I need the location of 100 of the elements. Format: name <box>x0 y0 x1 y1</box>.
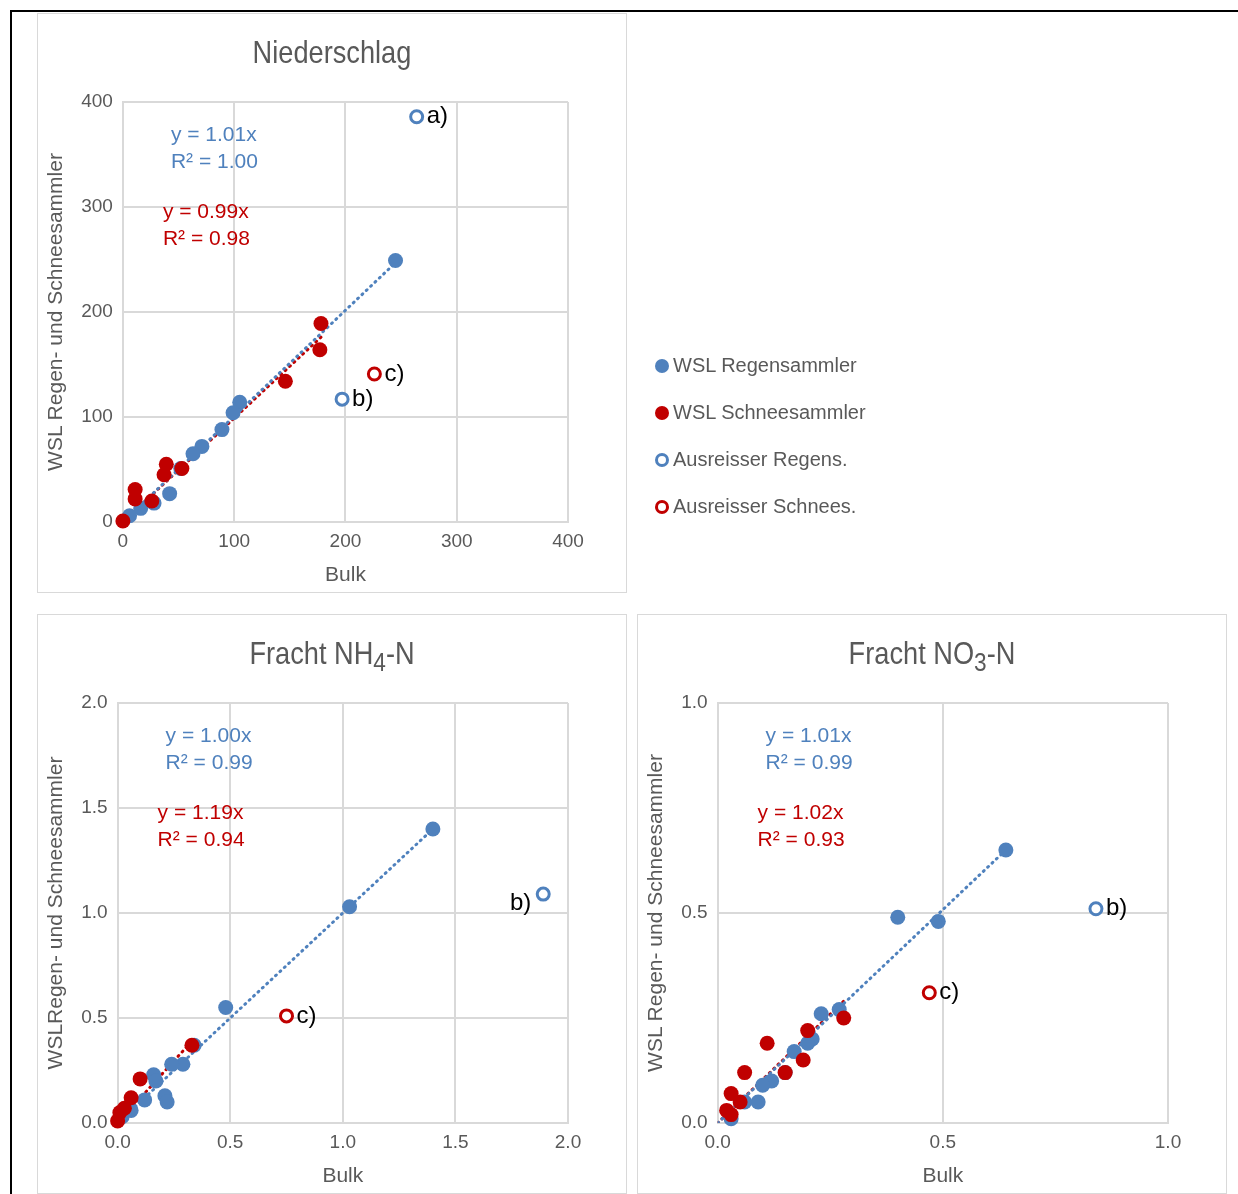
point <box>723 1086 739 1102</box>
annotation: R² = 0.99 <box>765 749 853 773</box>
point <box>1088 901 1104 917</box>
x-tick-label: 0.5 <box>217 1130 244 1152</box>
point <box>409 109 425 125</box>
point <box>112 1105 128 1120</box>
x-tick-label: 1.0 <box>329 1130 357 1152</box>
point <box>366 366 382 382</box>
point <box>388 253 404 269</box>
point <box>137 1092 153 1108</box>
annotation: y = 1.02x <box>757 799 844 823</box>
chart-title: Fracht NO$_{3}$-N <box>847 635 1017 679</box>
point <box>232 394 248 410</box>
x-axis-title: Bulk <box>325 562 367 586</box>
point <box>750 1094 766 1110</box>
x-tick-label: 100 <box>218 529 251 551</box>
annotation: c) <box>939 977 960 1005</box>
y-tick-label: 0.0 <box>81 1111 108 1133</box>
point <box>425 821 441 837</box>
point <box>148 1073 164 1089</box>
point <box>115 513 131 529</box>
annotation: y = 1.19x <box>157 799 244 823</box>
annotation: R² = 0.93 <box>757 826 845 850</box>
point <box>535 886 551 902</box>
chart-title: Niederschlag <box>251 34 413 71</box>
annotation: c) <box>296 1000 317 1028</box>
y-tick-label: 1.0 <box>681 691 708 713</box>
annotation: y = 1.01x <box>170 121 258 145</box>
x-tick-label: 400 <box>552 529 584 551</box>
annotation: R² = 0.98 <box>162 225 250 249</box>
point <box>737 1065 753 1081</box>
legend-label: WSL Regensammler <box>673 354 857 377</box>
point <box>162 486 178 502</box>
point <box>342 899 358 915</box>
annotation: R² = 1.00 <box>170 148 258 172</box>
point <box>156 467 172 483</box>
point <box>225 405 241 421</box>
x-axis-title: Bulk <box>922 1163 964 1187</box>
annotation: y = 0.99x <box>162 198 250 222</box>
x-tick-label: 300 <box>440 529 473 551</box>
point <box>890 909 906 925</box>
point <box>313 316 329 332</box>
legend-label: Ausreisser Regens. <box>673 448 848 471</box>
y-tick-label: 1.0 <box>81 901 108 923</box>
legend-label: Ausreisser Schnees. <box>673 495 857 518</box>
y-tick-label: 200 <box>81 300 113 322</box>
y-axis-title: WSLRegen- und Schneesammler <box>43 756 67 1070</box>
point <box>723 1107 739 1123</box>
y-tick-label: 0.0 <box>681 1111 708 1133</box>
y-tick-label: 0.5 <box>81 1006 108 1028</box>
y-tick-label: 0.5 <box>681 901 708 923</box>
annotation: a) <box>426 101 449 129</box>
x-tick-label: 0 <box>117 529 129 551</box>
point <box>132 1071 148 1087</box>
chart-title: Fracht NH$_{4}$-N <box>248 635 416 679</box>
point <box>185 446 201 462</box>
annotation: c) <box>384 358 405 386</box>
point <box>921 985 937 1001</box>
point <box>755 1077 771 1093</box>
point <box>732 1094 748 1110</box>
point <box>759 1035 775 1051</box>
x-tick-label: 0.5 <box>929 1130 957 1152</box>
point <box>159 1094 175 1110</box>
point <box>998 842 1014 858</box>
legend-label: WSL Schneesammler <box>673 401 866 424</box>
y-tick-label: 1.5 <box>81 796 108 818</box>
y-tick-label: 300 <box>81 195 113 217</box>
point <box>813 1006 829 1022</box>
point <box>930 913 946 929</box>
point <box>800 1023 816 1039</box>
point <box>836 1010 852 1026</box>
x-tick-label: 0.0 <box>104 1130 131 1152</box>
point <box>334 391 350 407</box>
y-axis-title: WSL Regen- und Schneesammler <box>43 153 67 471</box>
x-tick-label: 2.0 <box>554 1130 582 1152</box>
point <box>164 1056 180 1072</box>
x-tick-label: 0.0 <box>704 1130 731 1152</box>
point <box>312 342 328 358</box>
annotation: y = 1.00x <box>165 722 252 746</box>
y-tick-label: 100 <box>81 405 113 427</box>
point <box>214 422 230 438</box>
x-axis-title: Bulk <box>322 1163 364 1187</box>
x-tick-label: 200 <box>329 529 362 551</box>
y-axis-title: WSL Regen- und Schneesammler <box>643 754 667 1072</box>
point <box>127 491 143 507</box>
y-tick-label: 2.0 <box>81 691 108 713</box>
point <box>279 1008 295 1024</box>
point <box>123 1090 139 1106</box>
annotation: b) <box>1105 893 1128 921</box>
annotation: R² = 0.99 <box>165 749 253 773</box>
point <box>277 373 293 389</box>
annotation: b) <box>509 887 532 915</box>
annotation: y = 1.01x <box>765 722 852 746</box>
y-tick-label: 0 <box>102 510 113 532</box>
annotation: R² = 0.94 <box>157 826 245 850</box>
point <box>800 1035 816 1051</box>
y-tick-label: 400 <box>81 90 113 112</box>
point <box>786 1044 802 1060</box>
annotation: b) <box>352 383 374 411</box>
x-tick-label: 1.5 <box>442 1130 469 1152</box>
